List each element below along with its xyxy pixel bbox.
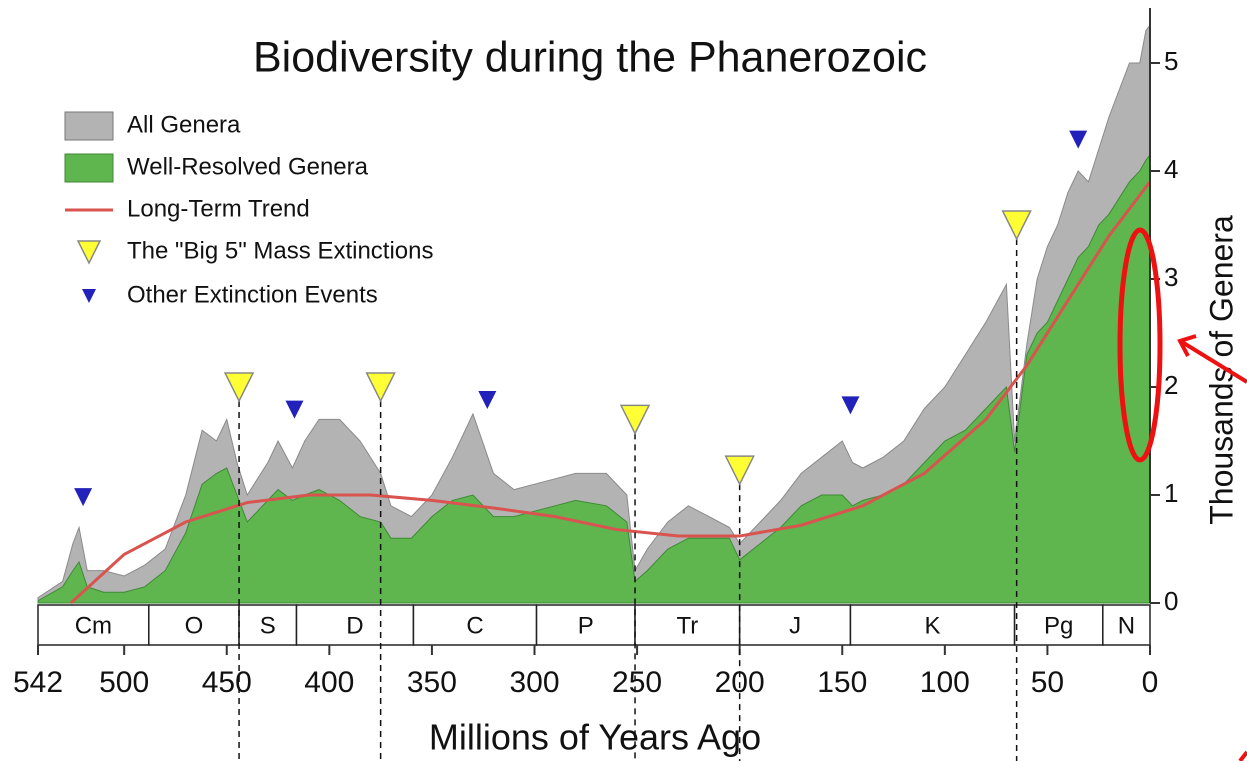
period-label: Cm — [75, 612, 112, 639]
x-tick-label: 150 — [817, 666, 867, 699]
period-box — [37, 604, 150, 646]
period-box — [634, 604, 741, 646]
period-box — [148, 604, 240, 646]
annotation-mark — [1238, 750, 1247, 761]
x-tick-label: 0 — [1142, 666, 1159, 699]
legend-label: Well-Resolved Genera — [127, 153, 369, 180]
annotation-arrow — [1180, 340, 1247, 384]
y-tick-label: 0 — [1164, 586, 1178, 616]
x-tick-label: 450 — [202, 666, 252, 699]
other-marker — [1069, 130, 1088, 149]
other-marker — [841, 396, 860, 415]
other-marker — [478, 390, 497, 409]
y-tick-label: 2 — [1164, 370, 1178, 400]
period-label: J — [789, 612, 801, 639]
other-marker — [285, 400, 304, 419]
x-tick-label: 400 — [304, 666, 354, 699]
chart-title: Biodiversity during the Phanerozoic — [253, 33, 927, 81]
period-label: K — [925, 612, 941, 639]
big5-marker — [223, 372, 255, 403]
x-axis-label: Millions of Years Ago — [429, 717, 761, 758]
legend-label: Long-Term Trend — [127, 195, 310, 222]
period-label: Tr — [676, 612, 698, 639]
x-tick-label: 250 — [612, 666, 662, 699]
legend-marker — [76, 240, 102, 265]
annotation-arrowhead — [1177, 334, 1197, 357]
x-tick-label: 100 — [920, 666, 970, 699]
period-label: O — [185, 612, 204, 639]
period-box — [535, 604, 636, 646]
trend-line — [69, 180, 1152, 605]
period-label: Pg — [1044, 612, 1073, 639]
period-box — [849, 604, 1016, 646]
period-label: P — [578, 612, 594, 639]
period-label: S — [260, 612, 276, 639]
big5-marker — [619, 404, 651, 436]
other-marker — [74, 488, 93, 507]
y-axis-label: Thousands of Genera — [1203, 215, 1239, 525]
period-box — [1102, 604, 1151, 646]
period-box — [1013, 604, 1104, 646]
legend-swatch — [64, 111, 114, 141]
period-box — [238, 604, 298, 646]
legend-marker — [82, 289, 96, 303]
period-label: D — [346, 612, 363, 639]
x-tick-label: 500 — [99, 666, 149, 699]
x-tick-label: 50 — [1031, 666, 1064, 699]
period-box — [738, 604, 852, 646]
annotation-ellipse — [1117, 227, 1163, 463]
period-box — [295, 604, 415, 646]
legend: All Genera Well-Resolved Genera Long-Term … — [64, 111, 434, 308]
y-tick-label: 1 — [1164, 478, 1178, 508]
big5-marker — [1001, 210, 1032, 241]
y-tick-label: 4 — [1164, 154, 1178, 184]
x-tick-label: 350 — [407, 666, 457, 699]
big5-marker — [365, 372, 396, 403]
legend-swatch — [64, 153, 114, 183]
x-tick-label: 300 — [509, 666, 559, 699]
big5-marker — [724, 455, 755, 486]
period-label: N — [1118, 612, 1135, 639]
legend-label: Other Extinction Events — [127, 281, 378, 308]
y-tick-label: 5 — [1164, 46, 1178, 76]
x-tick-label: 542 — [13, 666, 63, 699]
legend-label: The "Big 5" Mass Extinctions — [127, 237, 434, 264]
period-label: C — [466, 612, 483, 639]
y-tick-label: 3 — [1164, 262, 1178, 292]
legend-label: All Genera — [127, 111, 241, 138]
